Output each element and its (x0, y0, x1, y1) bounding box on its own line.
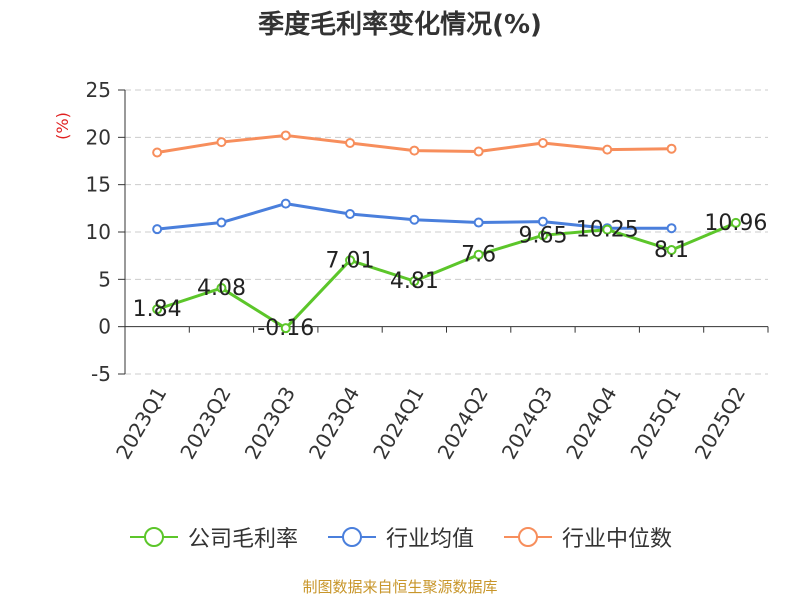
legend-label: 公司毛利率 (187, 527, 298, 552)
data-label: 7.01 (326, 248, 375, 273)
legend-marker-icon (129, 527, 178, 547)
gridlines (125, 89, 768, 375)
data-point (345, 138, 356, 149)
x-tick-label: 2025Q2 (690, 383, 750, 464)
legend-label: 行业均值 (385, 527, 474, 552)
legend-marker-icon (327, 527, 376, 547)
x-tick-label: 2025Q1 (625, 383, 685, 464)
y-tick-label: 25 (86, 78, 111, 102)
x-tick-label: 2024Q2 (433, 383, 493, 464)
x-tick-label: 2024Q1 (368, 383, 428, 464)
data-point (280, 323, 291, 334)
data-point (280, 130, 291, 141)
data-label: 4.08 (197, 276, 246, 301)
data-point (473, 146, 484, 157)
series-line-0 (156, 221, 737, 330)
data-point (152, 147, 163, 158)
data-label: 1.84 (133, 297, 182, 322)
data-point (602, 224, 613, 235)
data-labels: 1.84 4.08 -0.16 7.01 4.81 7.6 9.65 10.25 8.1 10.9… (133, 211, 768, 341)
legend-item[interactable]: 行业均值 (326, 521, 474, 553)
chart-title: 季度毛利率变化情况(%) (258, 10, 542, 40)
data-point (537, 230, 548, 241)
y-tick-label: 5 (98, 267, 111, 291)
y-tick-label: -5 (91, 362, 111, 386)
data-label: 10.25 (576, 218, 639, 243)
series-layer (152, 130, 741, 334)
data-point (537, 138, 548, 149)
y-axis-title: (%) (53, 112, 72, 140)
x-tick-label: 2023Q4 (304, 383, 364, 464)
data-label: 8.1 (654, 238, 689, 263)
legend: 公司毛利率 行业均值 行业中位数 (0, 520, 800, 554)
data-point (537, 216, 548, 227)
data-point (152, 224, 163, 235)
data-point (666, 143, 677, 154)
legend-marker-icon (504, 527, 552, 547)
y-tick-label: 20 (86, 125, 111, 149)
x-tick-label: 2023Q3 (240, 383, 300, 464)
data-point (602, 144, 613, 155)
x-tick-label: 2024Q3 (497, 383, 557, 464)
data-point (409, 214, 420, 225)
legend-item[interactable]: 公司毛利率 (128, 521, 298, 553)
data-point (280, 198, 291, 209)
data-point (216, 283, 227, 294)
data-point (666, 223, 677, 234)
data-point (152, 304, 163, 315)
data-label: 4.81 (390, 269, 439, 294)
data-point (473, 249, 484, 260)
data-point (216, 217, 227, 228)
data-point (666, 244, 677, 255)
data-point (216, 137, 227, 148)
data-point (730, 217, 741, 228)
y-tick-label: 10 (86, 220, 111, 244)
data-label: 7.6 (461, 243, 496, 268)
data-label: 10.96 (704, 211, 767, 236)
data-point (473, 217, 484, 228)
data-point (409, 145, 420, 156)
x-tick-label: 2023Q1 (111, 383, 171, 464)
legend-item[interactable]: 行业中位数 (502, 521, 672, 553)
y-tick-label: 0 (98, 315, 111, 339)
data-label: 9.65 (518, 223, 567, 248)
data-point (345, 255, 356, 266)
data-point (345, 209, 356, 220)
data-label: -0.16 (257, 316, 314, 341)
x-tick-label: 2024Q4 (561, 383, 621, 464)
data-point (409, 276, 420, 287)
source-note: 制图数据来自恒生聚源数据库 (302, 578, 498, 596)
x-tick-label: 2023Q2 (175, 383, 235, 464)
y-tick-label: 15 (86, 173, 111, 197)
legend-label: 行业中位数 (562, 527, 673, 552)
